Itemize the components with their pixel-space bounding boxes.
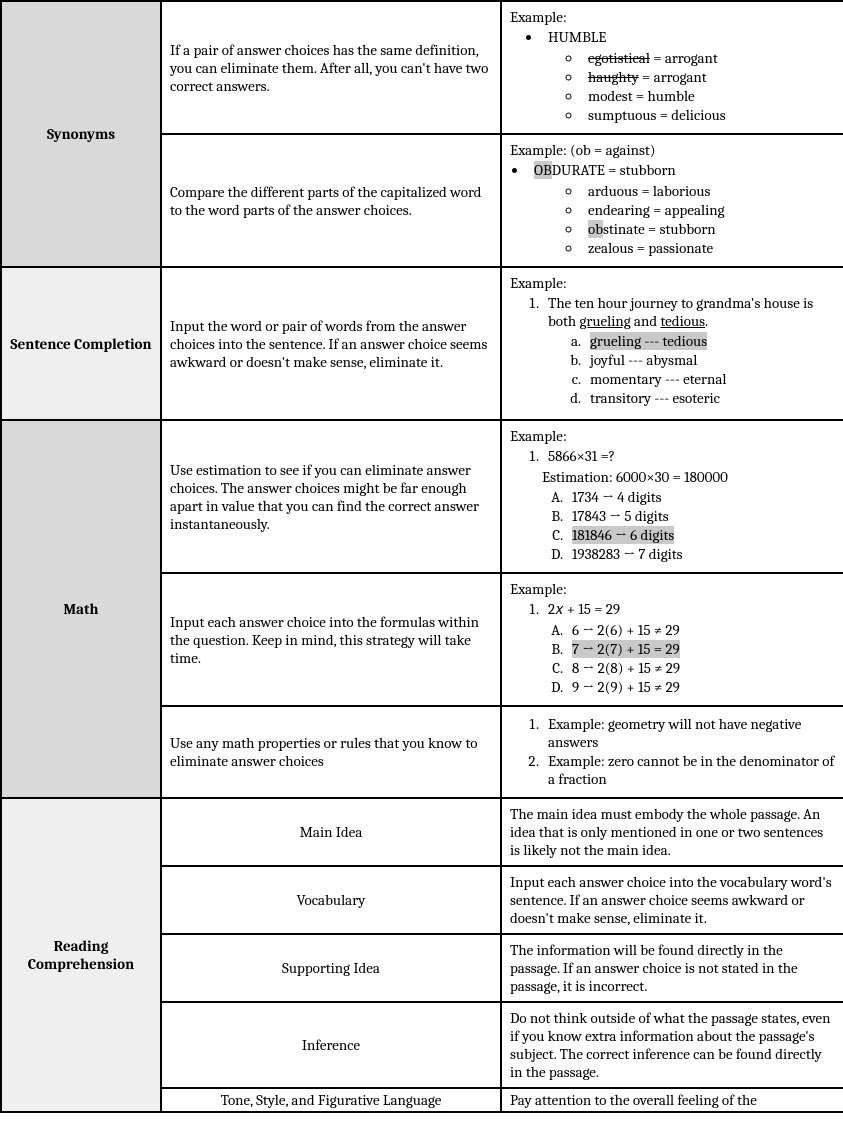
description-cell: The information will be found directly i…: [501, 934, 843, 1002]
highlight-text: 181846 → 6 digits: [572, 526, 674, 544]
subtopic-cell: Vocabulary: [161, 866, 501, 934]
example-label: Example:: [510, 427, 567, 445]
option: 17843 → 5 digits: [566, 507, 835, 526]
subtopic-cell: Inference: [161, 1002, 501, 1088]
example-label: Example: (ob = against): [510, 141, 656, 159]
example-cell: Example: 5866×31 =? Estimation: 6000×30 …: [501, 420, 843, 573]
option: egotistical = arrogant: [582, 49, 835, 68]
underline-text: grueling: [580, 312, 631, 330]
description-cell: The main idea must embody the whole pass…: [501, 798, 843, 866]
text: DURATE = stubborn: [552, 161, 676, 179]
text: stinate = stubborn: [603, 220, 716, 238]
highlight-text: grueling --- tedious: [590, 332, 707, 350]
question-text: 5866×31 =?: [542, 447, 835, 466]
question-text: The ten hour journey to grandma's house …: [542, 294, 835, 411]
category-synonyms: Synonyms: [1, 1, 161, 267]
subtopic-cell: Main Idea: [161, 798, 501, 866]
option: haughty = arrogant: [582, 68, 835, 87]
strategy-cell: Compare the different parts of the capit…: [161, 134, 501, 267]
option: zealous = passionate: [582, 239, 835, 258]
option: endearing = appealing: [582, 201, 835, 220]
example-cell: Example: HUMBLE egotistical = arrogant h…: [501, 1, 843, 134]
text: .: [705, 312, 708, 330]
highlight-text: ob: [588, 220, 603, 238]
option: 1734 → 4 digits: [566, 488, 835, 507]
example-cell: Example: 2𝑥 + 15 = 29 6 → 2(6) + 15 ≠ 29…: [501, 573, 843, 706]
option: joyful --- abysmal: [584, 351, 835, 370]
example-text: Example: zero cannot be in the denominat…: [542, 752, 835, 789]
option: 181846 → 6 digits: [566, 526, 835, 545]
example-cell: Example: geometry will not have negative…: [501, 706, 843, 798]
description-cell: Input each answer choice into the vocabu…: [501, 866, 843, 934]
option: 9 → 2(9) + 15 ≠ 29: [566, 678, 835, 697]
strike-text: haughty: [588, 68, 639, 86]
text: and: [631, 312, 661, 330]
strategy-cell: Input the word or pair of words from the…: [161, 267, 501, 420]
option: grueling --- tedious: [584, 332, 835, 351]
text: = arrogant: [639, 68, 707, 86]
example-cell: Example: The ten hour journey to grandma…: [501, 267, 843, 420]
option: 1938283 → 7 digits: [566, 545, 835, 564]
highlight-text: OB: [534, 161, 552, 179]
example-cell: Example: (ob = against) OBDURATE = stubb…: [501, 134, 843, 267]
example-text: Example: geometry will not have negative…: [542, 715, 835, 752]
underline-text: tedious: [660, 312, 705, 330]
example-label: Example:: [510, 580, 567, 598]
option: momentary --- eternal: [584, 370, 835, 389]
question-text: 2𝑥 + 15 = 29: [542, 600, 835, 619]
text: = arrogant: [650, 49, 718, 67]
option: 6 → 2(6) + 15 ≠ 29: [566, 621, 835, 640]
description-cell: Do not think outside of what the passage…: [501, 1002, 843, 1088]
option: obstinate = stubborn: [582, 220, 835, 239]
headword: OBDURATE = stubborn: [528, 161, 835, 180]
strategy-cell: If a pair of answer choices has the same…: [161, 1, 501, 134]
subtopic-cell: Tone, Style, and Figurative Language: [161, 1088, 501, 1112]
strategy-cell: Use estimation to see if you can elimina…: [161, 420, 501, 573]
option: transitory --- esoteric: [584, 389, 835, 408]
strategy-cell: Input each answer choice into the formul…: [161, 573, 501, 706]
strategies-table: Synonyms If a pair of answer choices has…: [0, 0, 843, 1113]
example-label: Example:: [510, 274, 567, 292]
option: modest = humble: [582, 87, 835, 106]
description-cell: Pay attention to the overall feeling of …: [501, 1088, 843, 1112]
headword: HUMBLE: [542, 28, 835, 47]
option: sumptuous = delicious: [582, 106, 835, 125]
category-sentence-completion: Sentence Completion: [1, 267, 161, 420]
subtopic-cell: Supporting Idea: [161, 934, 501, 1002]
estimation-text: Estimation: 6000×30 = 180000: [542, 468, 835, 486]
strike-text: egotistical: [588, 49, 650, 67]
category-math: Math: [1, 420, 161, 798]
option: arduous = laborious: [582, 182, 835, 201]
option: 7 → 2(7) + 15 = 29: [566, 640, 835, 659]
highlight-text: 7 → 2(7) + 15 = 29: [572, 640, 680, 658]
strategy-cell: Use any math properties or rules that yo…: [161, 706, 501, 798]
category-reading-comprehension: Reading Comprehension: [1, 798, 161, 1112]
example-label: Example:: [510, 8, 567, 26]
option: 8 → 2(8) + 15 ≠ 29: [566, 659, 835, 678]
